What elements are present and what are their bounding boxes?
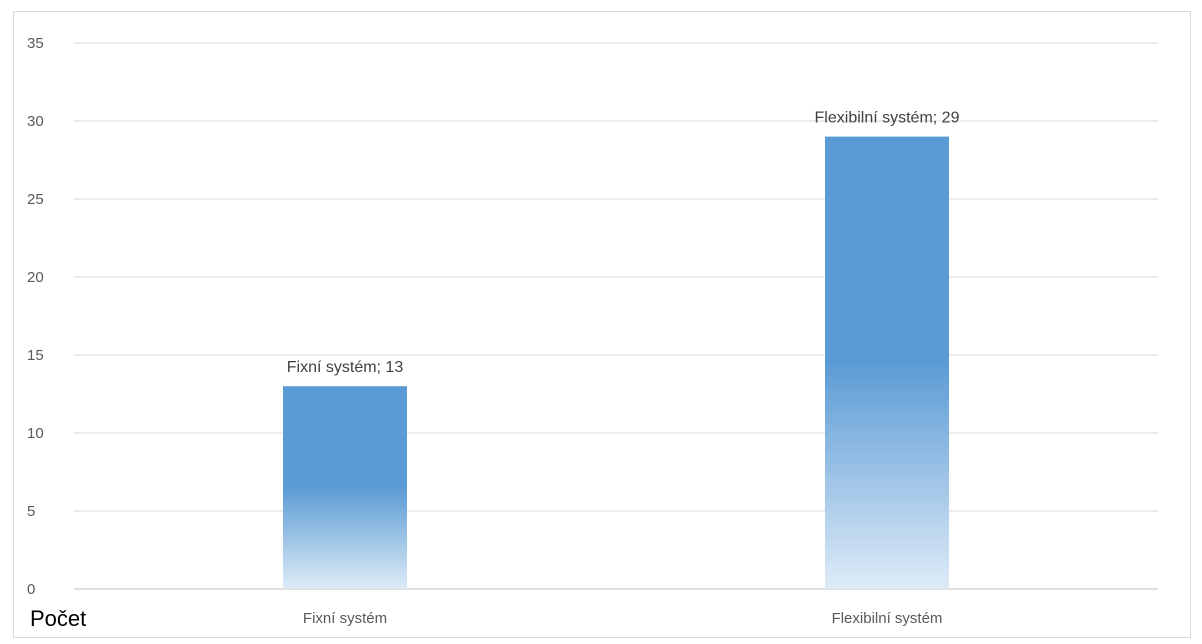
data-labels: Fixní systém; 13 Flexibilní systém; 29	[287, 110, 960, 377]
x-category-label: Flexibilní systém	[832, 610, 943, 627]
y-tick-label: 15	[27, 347, 44, 364]
y-tick-label: 35	[27, 35, 44, 52]
y-tick-label: 30	[27, 113, 44, 130]
y-tick-label: 10	[27, 425, 44, 442]
y-tick-label: 0	[27, 581, 35, 598]
y-tick-label: 5	[27, 503, 35, 520]
bar	[283, 386, 407, 589]
x-axis-categories: Fixní systém Flexibilní systém	[303, 610, 943, 627]
y-tick-label: 20	[27, 269, 44, 286]
data-label: Fixní systém; 13	[287, 359, 404, 376]
gridlines	[74, 42, 1158, 590]
data-label: Flexibilní systém; 29	[815, 110, 960, 127]
bars	[283, 136, 949, 589]
chart-frame	[13, 11, 1191, 638]
bar	[825, 136, 949, 589]
x-category-label: Fixní systém	[303, 610, 387, 627]
field-button-label[interactable]: Počet	[30, 606, 87, 631]
y-tick-label: 25	[27, 191, 44, 208]
y-axis-ticks: 0 5 10 15 20 25 30 35	[27, 35, 44, 598]
